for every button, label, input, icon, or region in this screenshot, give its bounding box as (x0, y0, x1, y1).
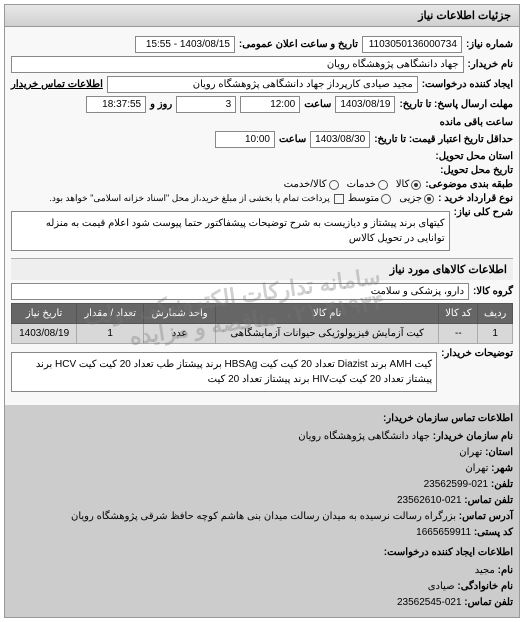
buyer-label: نام خریدار: (468, 59, 513, 70)
announce-value: 1403/08/15 - 15:55 (135, 36, 235, 53)
announce-label: تاریخ و ساعت اعلان عمومی: (239, 39, 358, 50)
table-row: 1--کیت آزمایش فیزیولوژیکی حیوانات آزمایش… (12, 324, 513, 344)
remain-label: ساعت باقی مانده (440, 117, 513, 128)
contract-radio-group: جزیی متوسط (348, 193, 434, 204)
validity-time: 10:00 (215, 131, 275, 148)
time-label-1: ساعت (304, 99, 331, 110)
validity-date: 1403/08/30 (310, 131, 370, 148)
table-header: واحد شمارش (144, 304, 216, 324)
goods-section-title: اطلاعات کالاهای مورد نیاز (11, 258, 513, 280)
delivery-date-label: تاریخ محل تحویل: (440, 165, 513, 176)
table-header: ردیف (478, 304, 513, 324)
table-header: تاریخ نیاز (12, 304, 77, 324)
request-no-label: شماره نیاز: (466, 39, 513, 50)
deadline-label: مهلت ارسال پاسخ: تا تاریخ: (399, 99, 513, 110)
deadline-date: 1403/08/19 (335, 96, 395, 113)
radio-kala[interactable]: کالا (396, 179, 422, 190)
topic-radio-group: کالا خدمات کالا/خدمت (284, 179, 422, 190)
contact-title: اطلاعات تماس سازمان خریدار: (11, 411, 513, 427)
radio-both[interactable]: کالا/خدمت (284, 179, 339, 190)
creator-section-title: اطلاعات ایجاد کننده درخواست: (11, 545, 513, 561)
main-desc: کیتهای برند پیشتاز و دیازیست به شرح توضی… (11, 211, 450, 251)
request-no-value: 1103050136000734 (362, 36, 462, 53)
days-value: 3 (176, 96, 236, 113)
table-header: تعداد / مقدار (77, 304, 144, 324)
validity-label: حداقل تاریخ اعتبار قیمت: تا تاریخ: (374, 134, 513, 145)
contract-type-label: نوع قرارداد خرید : (438, 193, 513, 204)
goods-table: ردیفکد کالانام کالاواحد شمارشتعداد / مقد… (11, 303, 513, 344)
goods-group-value: دارو، پزشکی و سلامت (11, 283, 469, 300)
days-label: روز و (150, 99, 172, 110)
goods-group-label: گروه کالا: (473, 286, 513, 297)
radio-medium[interactable]: متوسط (348, 193, 391, 204)
delivery-place-label: استان محل تحویل: (435, 151, 513, 162)
creator-label: ایجاد کننده درخواست: (422, 79, 513, 90)
contact-section: اطلاعات تماس سازمان خریدار: نام سازمان خ… (5, 405, 519, 617)
table-header: کد کالا (439, 304, 478, 324)
remain-time: 18:37:55 (86, 96, 146, 113)
time-label-2: ساعت (279, 134, 306, 145)
payment-note: پرداخت تمام یا بخشی از مبلغ خرید،از محل … (49, 193, 329, 204)
buyer-notes: کیت AMH برند Diazist تعداد 20 کیت کیت HB… (11, 352, 437, 392)
creator-value: مجید صیادی کارپرداز جهاد دانشگاهی پژوهشگ… (107, 76, 418, 93)
buyer-contact-link[interactable]: اطلاعات تماس خریدار (11, 79, 103, 90)
radio-partial[interactable]: جزیی (399, 193, 434, 204)
topic-group-label: طبقه بندی موضوعی: (425, 179, 513, 190)
panel-title: جزئیات اطلاعات نیاز (5, 5, 519, 27)
buyer-value: جهاد دانشگاهی پژوهشگاه رویان (11, 56, 464, 73)
main-desc-label: شرح کلی نیاز: (454, 207, 513, 218)
table-header: نام کالا (215, 304, 438, 324)
buyer-notes-label: توضیحات خریدار: (441, 348, 513, 359)
payment-checkbox[interactable] (334, 194, 344, 204)
deadline-time: 12:00 (240, 96, 300, 113)
radio-khadamat[interactable]: خدمات (347, 179, 388, 190)
